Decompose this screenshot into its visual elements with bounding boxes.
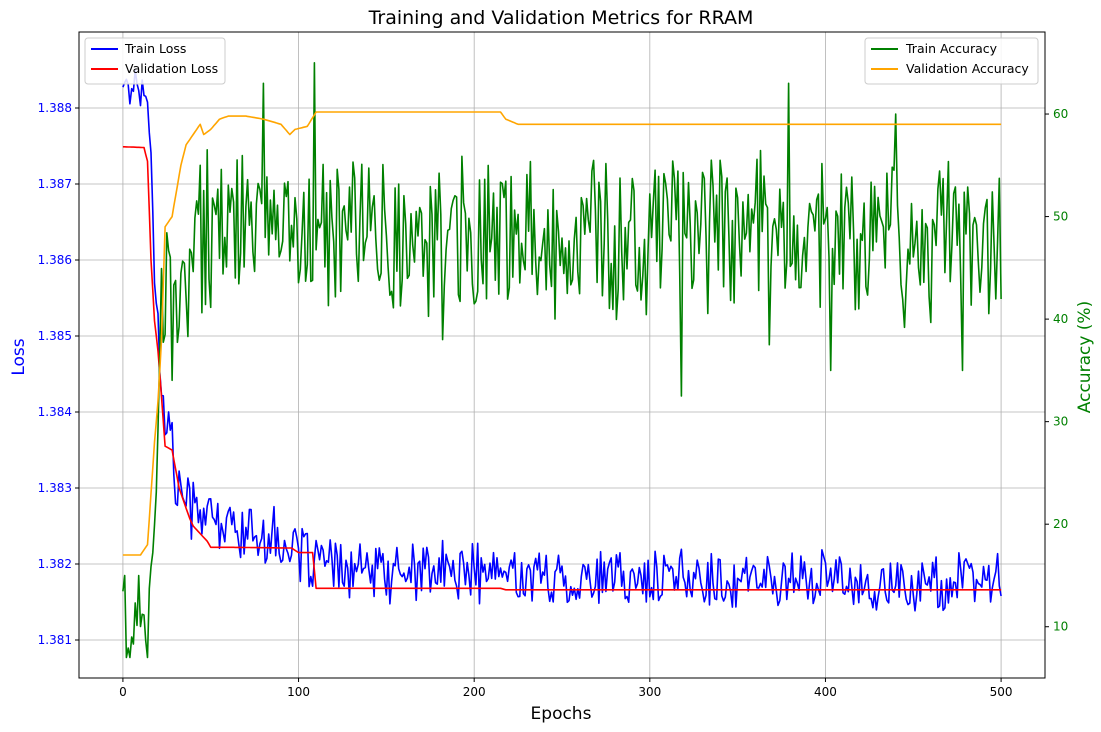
x-tick-label: 0	[119, 685, 127, 699]
x-tick-label: 200	[463, 685, 486, 699]
y-left-tick-label: 1.383	[38, 481, 72, 495]
legend-validation-accuracy-label: Validation Accuracy	[906, 61, 1029, 76]
y-axis-left-label: Loss	[9, 338, 29, 375]
series-layer	[122, 61, 1002, 659]
legend-validation-loss-label: Validation Loss	[125, 61, 218, 76]
y-left-tick-label: 1.384	[38, 405, 72, 419]
series-line-validation-loss	[122, 146, 1002, 591]
legend-left-box	[84, 37, 226, 85]
series-line-train-accuracy	[122, 61, 1002, 659]
legend-right-box	[864, 37, 1039, 85]
chart-title: Training and Validation Metrics for RRAM	[368, 7, 754, 29]
plot-frame	[78, 31, 1046, 679]
x-axis-label: Epochs	[531, 704, 592, 724]
x-tick-label: 100	[287, 685, 310, 699]
y-right-tick-label: 20	[1053, 517, 1068, 531]
legend-left: Train Loss Validation Loss	[84, 37, 226, 85]
series-line-train-loss	[122, 69, 1002, 612]
y-right-tick-label: 50	[1053, 210, 1068, 224]
y-left-tick-label: 1.386	[38, 253, 72, 267]
x-tick-label: 300	[638, 685, 661, 699]
legend-train-accuracy-label: Train Accuracy	[905, 41, 998, 56]
y-left-tick-label: 1.381	[38, 633, 72, 647]
y-left-tick-label: 1.388	[38, 101, 72, 115]
plot-area-border	[78, 31, 1046, 679]
y-left-tick-label: 1.382	[38, 557, 72, 571]
y-axis-right-label: Accuracy (%)	[1075, 301, 1095, 413]
y-right-tick-label: 40	[1053, 312, 1068, 326]
y-right-tick-label: 30	[1053, 415, 1068, 429]
series-line-validation-accuracy	[122, 111, 1002, 556]
y-right-tick-label: 10	[1053, 620, 1068, 634]
y-left-tick-label: 1.387	[38, 177, 72, 191]
legend-train-loss-label: Train Loss	[124, 41, 186, 56]
y-left-tick-label: 1.385	[38, 329, 72, 343]
ticks: 0 100 200 300 400 500 1.381 1.382 1.383 1.384 1.38…	[38, 101, 1069, 699]
x-tick-label: 400	[814, 685, 837, 699]
legend-right: Train Accuracy Validation Accuracy	[864, 37, 1039, 85]
y-right-tick-label: 60	[1053, 107, 1068, 121]
x-tick-label: 500	[990, 685, 1013, 699]
